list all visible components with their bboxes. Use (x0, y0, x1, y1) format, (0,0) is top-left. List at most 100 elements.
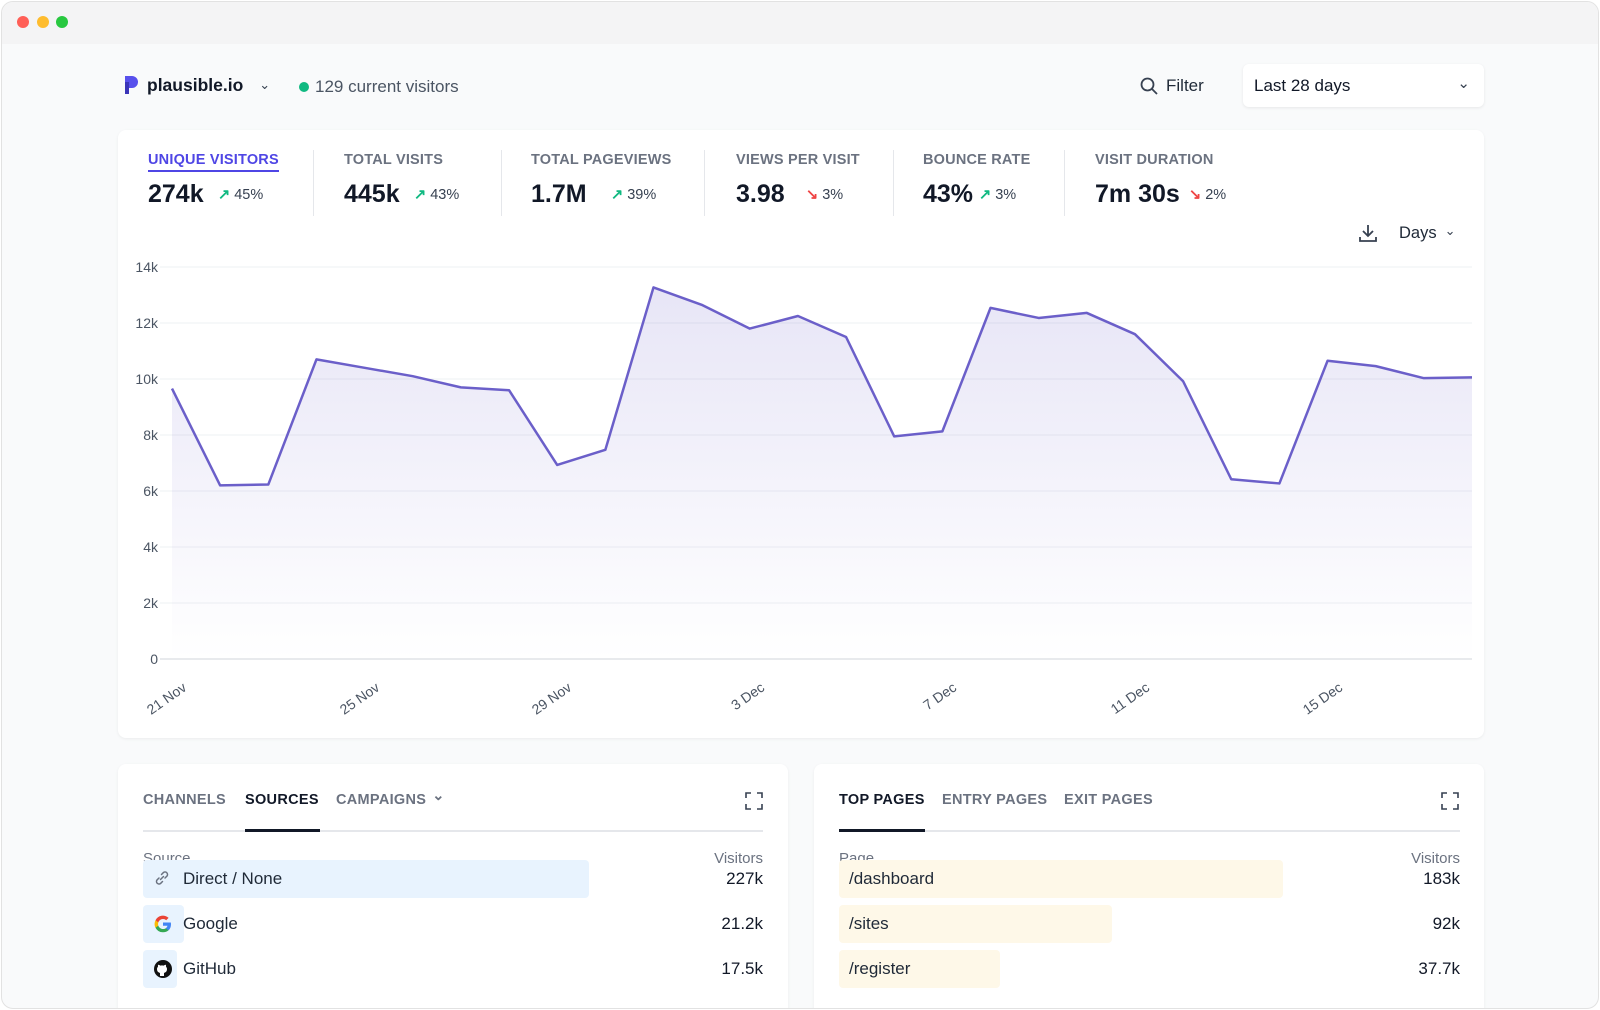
stat-divider (1064, 150, 1065, 216)
data-point[interactable] (1081, 307, 1093, 319)
tab-campaigns-label: CAMPAIGNS (336, 792, 427, 808)
stat-tab-bounce-rate[interactable]: BOUNCE RATE (923, 152, 1031, 168)
data-point[interactable] (1273, 477, 1285, 489)
y-tick-label: 14k (135, 259, 158, 275)
download-button[interactable] (1358, 223, 1378, 248)
arrow-down-right-icon: ↘ (806, 187, 823, 203)
expand-icon[interactable] (1441, 792, 1459, 810)
area-fill (172, 287, 1472, 659)
data-point[interactable] (888, 430, 900, 442)
data-point[interactable] (1225, 473, 1237, 485)
tab-top-pages[interactable]: TOP PAGES (839, 792, 925, 808)
data-point[interactable] (1033, 312, 1045, 324)
stat-divider (501, 150, 502, 216)
arrow-up-right-icon: ↗ (414, 187, 431, 203)
stat-divider (704, 150, 705, 216)
visitors-bar (839, 905, 1112, 943)
data-point[interactable] (551, 459, 563, 471)
expand-icon[interactable] (745, 792, 763, 810)
data-point[interactable] (1177, 375, 1189, 387)
visitors-count: 183k (1423, 869, 1460, 888)
tab-campaigns[interactable]: CAMPAIGNS ⌄ (336, 788, 445, 808)
stat-tab-total-visits[interactable]: TOTAL VISITS (344, 152, 444, 168)
data-point[interactable] (647, 281, 659, 293)
stat-tab-unique-visitors[interactable]: UNIQUE VISITORS (148, 152, 279, 172)
data-point[interactable] (985, 302, 997, 314)
minimize-window-button[interactable] (37, 16, 49, 28)
date-range-select[interactable]: Last 28 days ⌄ (1243, 64, 1484, 107)
current-visitors[interactable]: 129 current visitors (299, 77, 459, 97)
visitors-count: 92k (1432, 914, 1460, 933)
site-switcher[interactable]: plausible.io ⌄ (123, 74, 270, 96)
arrow-up-right-icon: ↗ (611, 187, 628, 203)
data-point[interactable] (359, 362, 371, 374)
data-point[interactable] (744, 323, 756, 335)
interval-select[interactable]: Days ⌄ (1399, 223, 1456, 243)
data-point[interactable] (214, 479, 226, 491)
y-tick-label: 8k (143, 427, 158, 443)
chevron-down-icon: ⌄ (432, 788, 445, 804)
stat-change: ↘ 2% (1189, 187, 1226, 203)
stat-change: ↗ 3% (979, 187, 1016, 203)
data-point[interactable] (310, 353, 322, 365)
data-point[interactable] (840, 331, 852, 343)
active-tab-indicator (839, 829, 925, 832)
data-point[interactable] (407, 370, 419, 382)
stat-change-value: 45% (234, 187, 264, 203)
tab-channels[interactable]: CHANNELS (143, 792, 226, 808)
page-path: /dashboard (849, 869, 935, 888)
download-icon (1359, 225, 1377, 242)
stat-change: ↗ 45% (218, 187, 263, 203)
current-visitors-label: 129 current visitors (315, 77, 459, 96)
stat-value: 43% (923, 180, 974, 208)
data-point[interactable] (1129, 328, 1141, 340)
tab-exit-pages[interactable]: EXIT PAGES (1064, 792, 1153, 808)
visitors-line (170, 286, 1473, 487)
stat-value: 274k (148, 180, 204, 208)
stat-change-value: 39% (627, 187, 657, 203)
visitors-count: 21.2k (721, 914, 763, 933)
stat-tab-views-per-visit[interactable]: VIEWS PER VISIT (736, 152, 860, 168)
stat-tab-total-pageviews[interactable]: TOTAL PAGEVIEWS (531, 152, 672, 168)
tab-entry-pages[interactable]: ENTRY PAGES (942, 792, 1048, 808)
y-tick-label: 12k (135, 315, 158, 331)
stat-change: ↗ 43% (414, 187, 459, 203)
tab-sources[interactable]: SOURCES (245, 792, 319, 808)
title-bar (2, 2, 1598, 44)
y-tick-label: 6k (143, 483, 158, 499)
arrow-up-right-icon: ↗ (979, 187, 996, 203)
visitors-chart[interactable] (2, 2, 1599, 742)
date-range-value: Last 28 days (1254, 75, 1351, 95)
filter-button[interactable]: Filter (1140, 76, 1204, 96)
stat-tab-visit-duration[interactable]: VISIT DURATION (1095, 152, 1214, 168)
data-point[interactable] (1322, 355, 1334, 367)
site-name: plausible.io (147, 74, 244, 95)
stat-value: 1.7M (531, 180, 587, 208)
y-tick-label: 0 (150, 651, 158, 667)
data-point[interactable] (455, 381, 467, 393)
data-point[interactable] (696, 299, 708, 311)
close-window-button[interactable] (17, 16, 29, 28)
data-point[interactable] (262, 479, 274, 491)
source-name: Google (183, 914, 238, 933)
data-point[interactable] (1370, 360, 1382, 372)
data-point[interactable] (166, 383, 178, 395)
maximize-window-button[interactable] (56, 16, 68, 28)
stat-value: 7m 30s (1095, 180, 1180, 208)
stat-change-value: 3% (822, 187, 844, 203)
arrow-down-right-icon: ↘ (1189, 187, 1206, 203)
stat-change-value: 2% (1205, 187, 1227, 203)
data-point[interactable] (599, 444, 611, 456)
google-icon (153, 914, 173, 939)
data-point[interactable] (1418, 372, 1430, 384)
y-tick-label: 10k (135, 371, 158, 387)
data-point[interactable] (503, 384, 515, 396)
data-point[interactable] (936, 425, 948, 437)
stat-value: 445k (344, 180, 400, 208)
stat-change: ↘ 3% (806, 187, 843, 203)
github-icon (153, 959, 173, 984)
data-point[interactable] (792, 310, 804, 322)
data-point[interactable] (1466, 371, 1478, 383)
y-tick-label: 4k (143, 539, 158, 555)
